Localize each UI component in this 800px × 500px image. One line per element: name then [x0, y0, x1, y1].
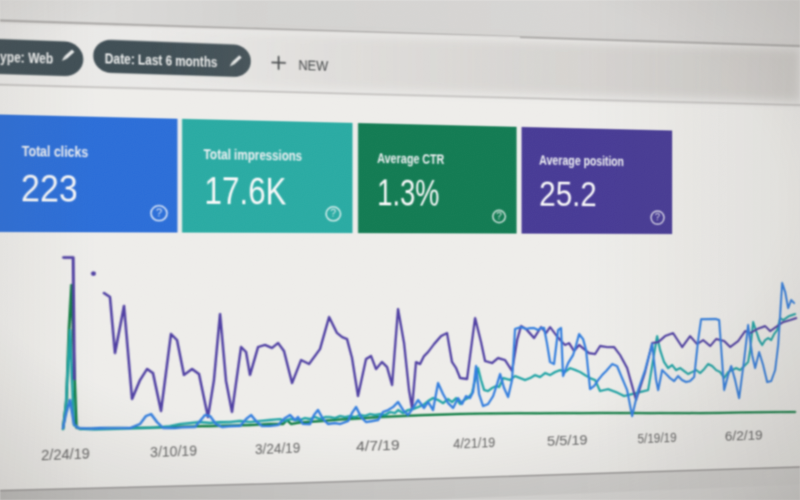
svg-text:?: ?: [496, 212, 502, 222]
svg-text:4/21/19: 4/21/19: [453, 436, 495, 452]
svg-text:Average CTR: Average CTR: [377, 149, 444, 167]
svg-text:25.2: 25.2: [539, 174, 596, 214]
svg-text:223: 223: [21, 166, 78, 210]
svg-text:?: ?: [655, 213, 660, 223]
svg-text:NEW: NEW: [298, 58, 328, 74]
svg-text:5/5/19: 5/5/19: [547, 433, 587, 449]
svg-text:1.3%: 1.3%: [377, 173, 439, 214]
svg-text:5/19/19: 5/19/19: [638, 431, 677, 447]
svg-text:Total impressions: Total impressions: [204, 145, 302, 164]
svg-text:2/24/19: 2/24/19: [41, 446, 90, 464]
svg-text:Total clicks: Total clicks: [22, 143, 88, 161]
svg-text:3/10/19: 3/10/19: [150, 443, 197, 460]
svg-text:?: ?: [156, 208, 162, 219]
svg-text:Average position: Average position: [539, 152, 624, 170]
svg-text:4/7/19: 4/7/19: [356, 438, 399, 455]
svg-text:ype: Web: ype: Web: [0, 49, 53, 67]
svg-text:?: ?: [330, 209, 336, 220]
svg-text:3/24/19: 3/24/19: [255, 441, 300, 458]
svg-text:17.6K: 17.6K: [204, 169, 286, 213]
svg-text:6/2/19: 6/2/19: [725, 429, 763, 444]
